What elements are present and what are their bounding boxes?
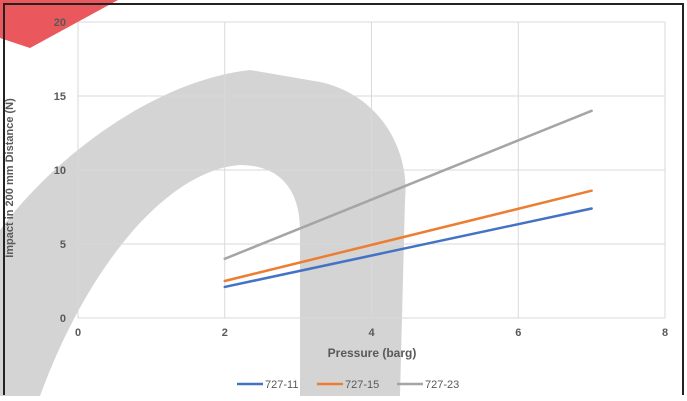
legend-label: 727-23 <box>425 379 459 391</box>
series-line-727-11 <box>223 207 593 289</box>
x-axis-label: Pressure (barg) <box>328 346 417 360</box>
legend: 727-11 727-15 727-23 <box>237 379 459 391</box>
series-line-727-23 <box>223 109 593 261</box>
y-tick-label: 15 <box>54 91 66 103</box>
legend-label: 727-11 <box>265 379 298 391</box>
series-lines <box>223 109 593 289</box>
x-tick-label: 8 <box>662 327 668 339</box>
y-axis-label: Impact in 200 mm Distance (N) <box>4 98 16 258</box>
x-tick-label: 6 <box>515 327 521 339</box>
legend-label: 727-15 <box>345 379 379 391</box>
y-tick-label: 0 <box>60 313 66 325</box>
y-tick-label: 20 <box>54 17 66 29</box>
watermark-gray-shape <box>0 70 406 396</box>
series-line-727-15 <box>223 189 593 283</box>
x-tick-label: 4 <box>368 327 375 339</box>
y-tick-label: 10 <box>54 165 66 177</box>
axis-labels: Pressure (barg) Impact in 200 mm Distanc… <box>4 98 416 360</box>
gridlines <box>77 21 666 319</box>
y-tick-label: 5 <box>60 239 66 251</box>
x-tick-label: 0 <box>75 327 81 339</box>
x-tick-label: 2 <box>222 327 228 339</box>
tick-labels: 0 5 10 15 20 0 2 4 6 8 <box>54 17 668 339</box>
watermark-logo <box>0 0 406 396</box>
watermark-red-shape <box>0 0 118 48</box>
